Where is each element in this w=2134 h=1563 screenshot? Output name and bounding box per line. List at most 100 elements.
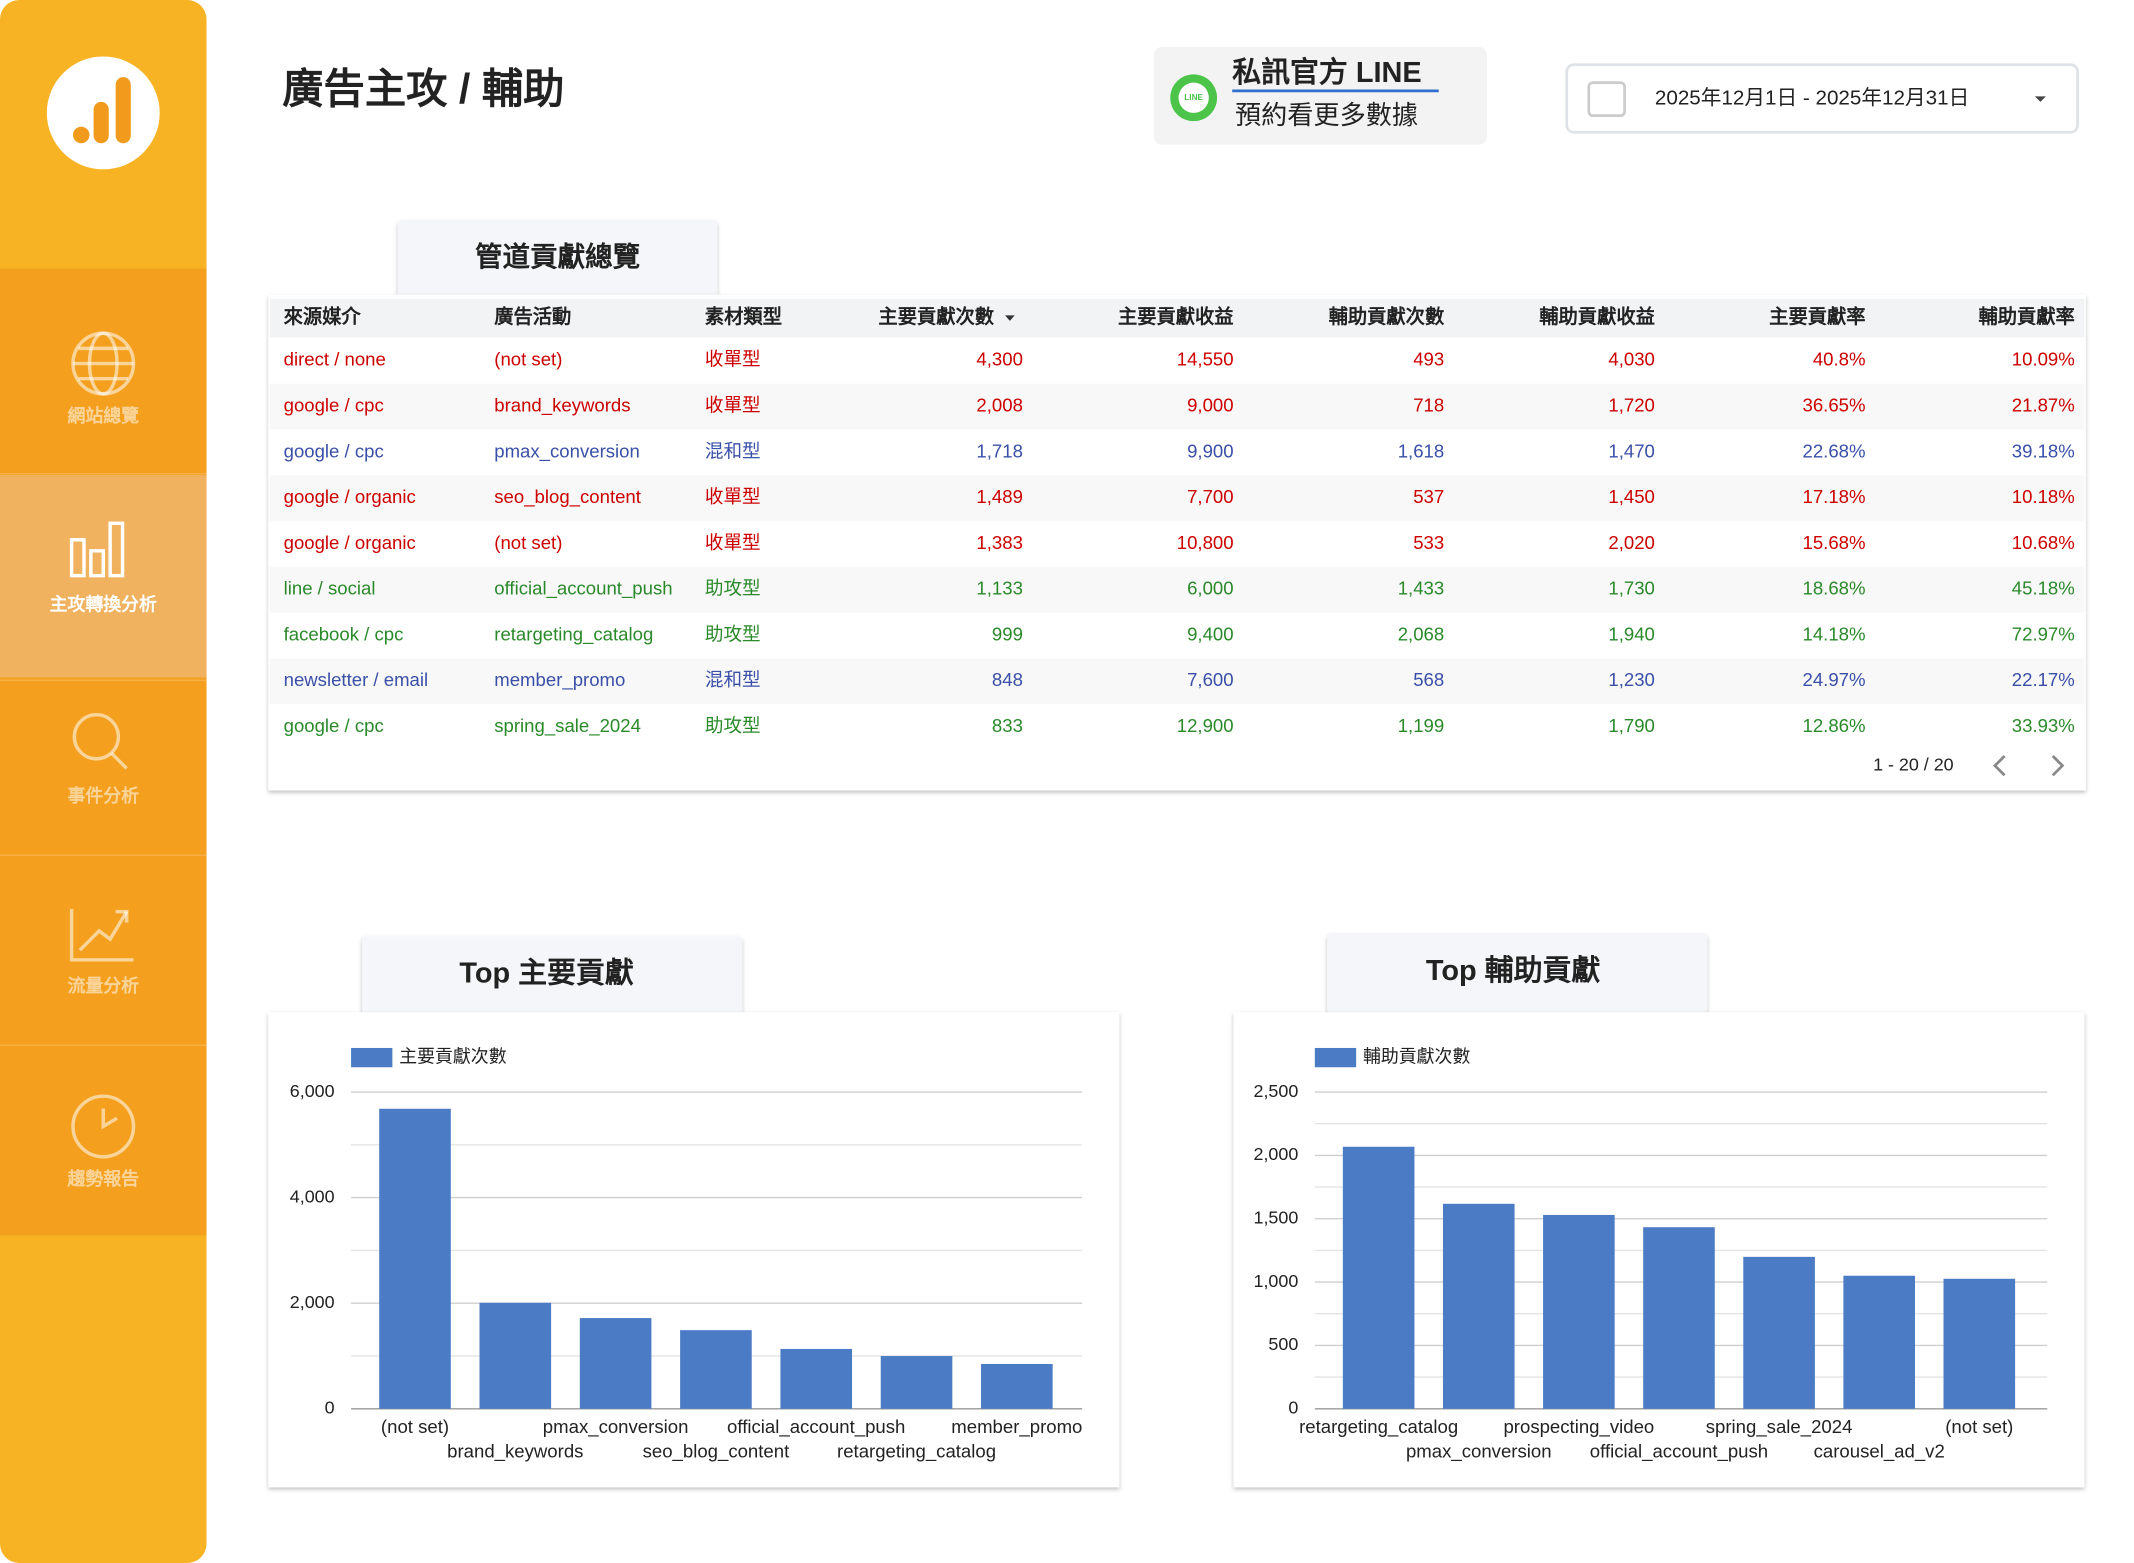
page-title: 廣告主攻 / 輔助	[282, 66, 564, 112]
bar	[680, 1330, 752, 1409]
bar	[1743, 1256, 1815, 1409]
table-panel	[268, 294, 2086, 791]
x-tick-label: seo_blog_content	[643, 1441, 791, 1463]
table-cell: 1,718	[976, 440, 1022, 461]
table-cell: line / social	[284, 578, 376, 599]
table-cell: (not set)	[494, 532, 562, 553]
table-cell: 17.18%	[1803, 486, 1866, 507]
next-page[interactable]	[2051, 755, 2065, 777]
sidebar-label[interactable]: 主攻轉換分析	[50, 594, 157, 615]
table-cell: google / cpc	[284, 715, 384, 736]
table-cell: 10.18%	[2012, 486, 2075, 507]
bar	[1643, 1227, 1715, 1409]
bar	[780, 1348, 853, 1409]
x-tick-label: spring_sale_2024	[1706, 1416, 1853, 1438]
table-cell: 混和型	[705, 669, 761, 690]
bar	[1843, 1275, 1915, 1409]
sidebar-item[interactable]	[0, 268, 207, 473]
table-cell: 22.68%	[1803, 440, 1866, 461]
table-cell: 537	[1413, 486, 1444, 507]
sidebar-label[interactable]: 流量分析	[67, 975, 139, 996]
column-header: 輔助貢獻收益	[1539, 305, 1655, 328]
legend-label: 主要貢獻次數	[399, 1046, 506, 1066]
table-cell: 72.97%	[2012, 623, 2075, 644]
table-cell: 33.93%	[2012, 715, 2075, 736]
chart-tab	[362, 936, 743, 1017]
chart-tab	[1327, 933, 1708, 1014]
table-cell: 45.18%	[2012, 578, 2075, 599]
table-cell: 39.18%	[2012, 440, 2075, 461]
table-cell: 收單型	[705, 349, 761, 370]
badge-subtitle[interactable]: 預約看更多數據	[1235, 100, 1418, 130]
x-tick-label: (not set)	[1945, 1416, 2013, 1437]
table-cell: seo_blog_content	[494, 486, 642, 508]
table-cell: 1,720	[1608, 394, 1654, 415]
bar	[981, 1364, 1053, 1409]
table-cell: 混和型	[705, 440, 761, 461]
date-dropdown-arrow[interactable]	[2034, 96, 2046, 102]
y-tick-label: 0	[1288, 1397, 1298, 1417]
sidebar-label[interactable]: 事件分析	[67, 785, 139, 806]
column-header: 主要貢獻收益	[1118, 305, 1234, 328]
table-cell: 848	[992, 669, 1023, 690]
bar	[880, 1356, 953, 1409]
legend-swatch	[351, 1047, 393, 1068]
row-stripe	[269, 383, 2085, 430]
date-box[interactable]	[1565, 63, 2079, 134]
table-cell: 15.68%	[1803, 532, 1866, 553]
sidebar-item[interactable]	[0, 681, 207, 854]
badge-title[interactable]: 私訊官方 LINE	[1232, 56, 1421, 89]
table-cell: 1,730	[1608, 578, 1654, 599]
sidebar-item[interactable]	[0, 1046, 207, 1236]
table-cell: 568	[1413, 669, 1444, 690]
column-header: 素材類型	[705, 305, 782, 328]
table-cell: 收單型	[705, 394, 761, 415]
table-cell: google / organic	[284, 532, 416, 553]
table-cell: 1,433	[1398, 578, 1444, 599]
table-cell: 收單型	[705, 486, 761, 507]
table-cell: direct / none	[284, 349, 386, 370]
table-cell: (not set)	[494, 349, 562, 370]
column-header: 來源媒介	[284, 305, 362, 328]
badge-bg[interactable]	[1153, 46, 1487, 145]
table-cell: 收單型	[705, 532, 761, 553]
section-tab	[397, 220, 718, 301]
column-header: 主要貢獻次數	[878, 305, 994, 328]
bar	[1342, 1146, 1415, 1409]
y-tick-label: 6,000	[290, 1081, 335, 1101]
sort-indicator[interactable]	[1005, 315, 1015, 321]
table-cell: 2,008	[976, 394, 1022, 415]
sidebar-label[interactable]: 網站總覽	[67, 405, 139, 426]
date-picker[interactable]: 2025年12月1日 - 2025年12月31日	[1565, 63, 2079, 134]
table-header	[269, 298, 2085, 338]
bar	[579, 1318, 652, 1409]
sidebar-icons	[69, 331, 136, 1159]
x-tick-label: pmax_conversion	[1406, 1441, 1552, 1463]
y-tick-label: 0	[325, 1397, 335, 1417]
table-cell: 12,900	[1177, 715, 1234, 736]
column-header: 廣告活動	[494, 305, 571, 328]
table-cell: 14,550	[1177, 349, 1234, 370]
table-cell: spring_sale_2024	[494, 715, 641, 737]
table-cell: google / organic	[284, 486, 416, 507]
table-cell: 1,618	[1398, 440, 1444, 461]
column-header: 主要貢獻率	[1769, 305, 1865, 328]
prev-page[interactable]	[1992, 755, 2006, 777]
y-tick-label: 4,000	[290, 1186, 335, 1206]
table-cell: 833	[992, 715, 1023, 736]
logo-mark	[72, 77, 131, 144]
line-badge[interactable]: LINE 私訊官方 LINE 預約看更多數據	[1153, 46, 1487, 145]
pagination: 1 - 20 / 20	[1873, 754, 1954, 774]
table-cell: official_account_push	[494, 578, 672, 600]
y-tick-label: 2,500	[1254, 1081, 1299, 1101]
column-header: 輔助貢獻率	[1978, 305, 2074, 328]
sidebar-item[interactable]	[0, 856, 207, 1043]
table-cell: 10.68%	[2012, 532, 2075, 553]
table-cell: brand_keywords	[494, 394, 630, 416]
table-cell: retargeting_catalog	[494, 623, 653, 645]
date-range[interactable]: 2025年12月1日 - 2025年12月31日	[1655, 87, 1969, 110]
table-cell: 533	[1413, 532, 1444, 553]
sidebar-label[interactable]: 趨勢報告	[66, 1168, 139, 1189]
legend-swatch	[1314, 1047, 1357, 1068]
bar	[1943, 1278, 2016, 1409]
